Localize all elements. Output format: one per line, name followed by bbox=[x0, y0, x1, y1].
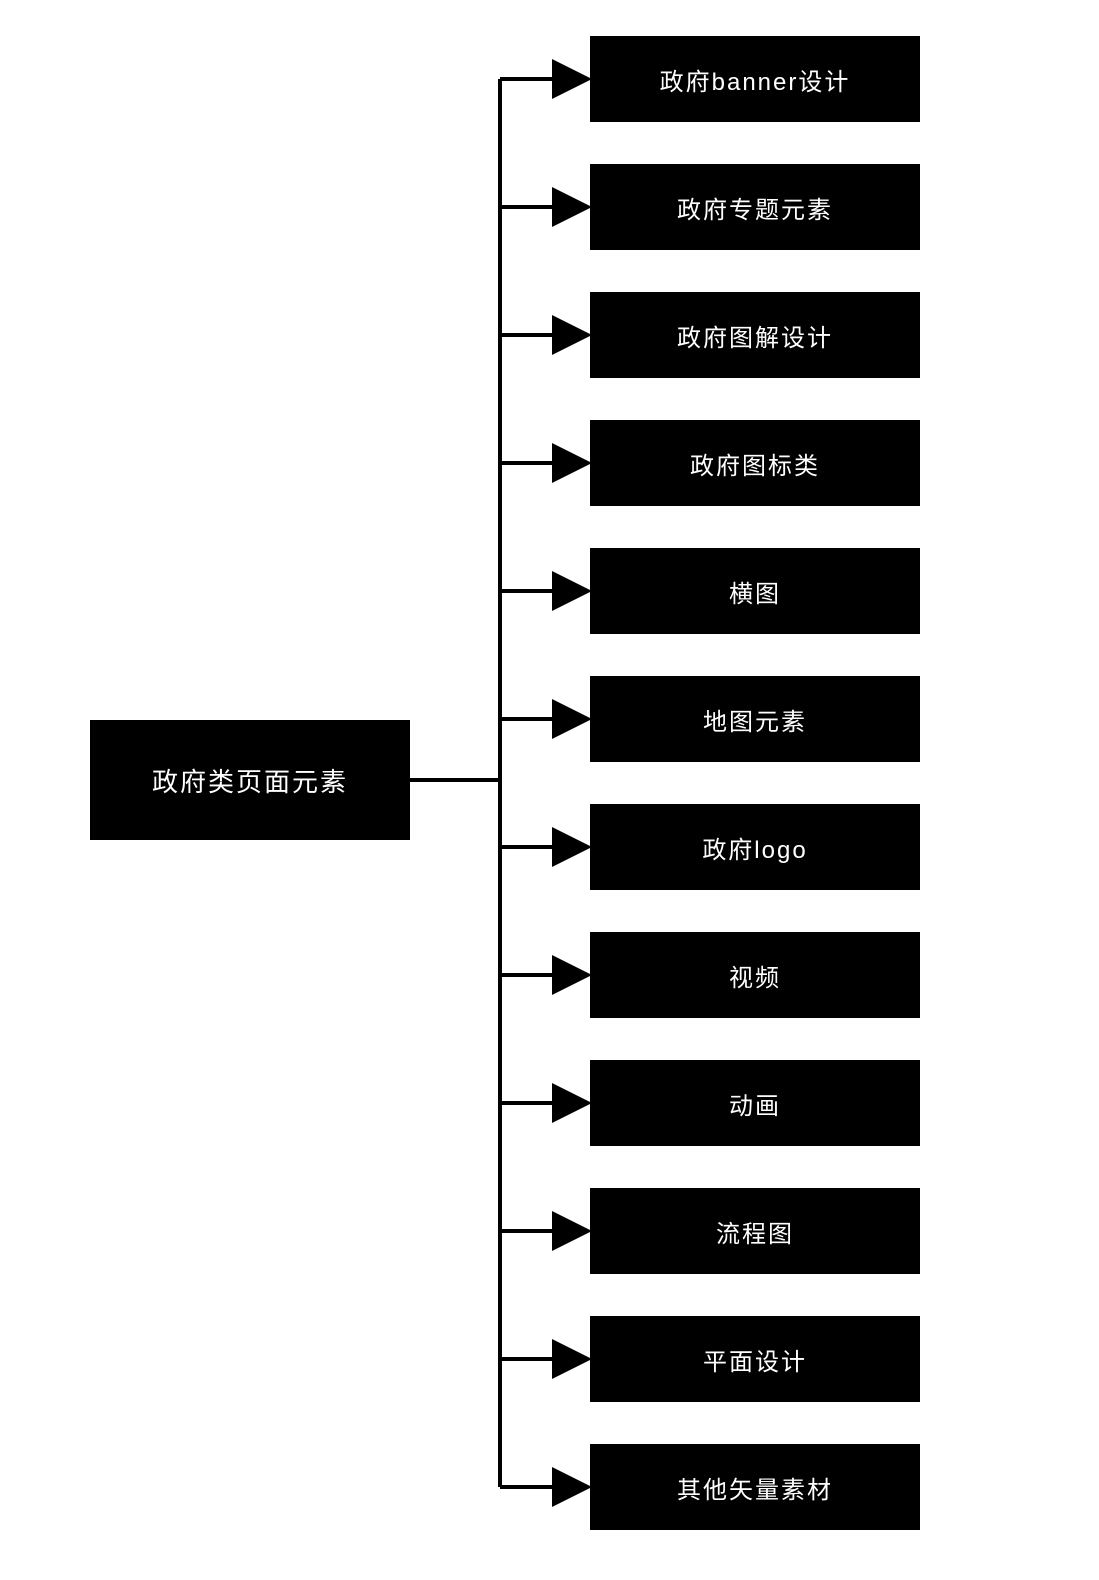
child-node: 政府logo bbox=[590, 804, 920, 890]
child-label: 动画 bbox=[729, 1086, 781, 1121]
child-node: 政府专题元素 bbox=[590, 164, 920, 250]
child-node: 其他矢量素材 bbox=[590, 1444, 920, 1530]
child-node: 政府图解设计 bbox=[590, 292, 920, 378]
child-label: 地图元素 bbox=[703, 702, 807, 737]
child-label: 流程图 bbox=[716, 1214, 794, 1249]
child-label: 政府图解设计 bbox=[677, 318, 833, 353]
child-node: 视频 bbox=[590, 932, 920, 1018]
child-label: 政府logo bbox=[702, 830, 807, 865]
child-label: 平面设计 bbox=[703, 1342, 807, 1377]
child-node: 地图元素 bbox=[590, 676, 920, 762]
child-node: 流程图 bbox=[590, 1188, 920, 1274]
child-node: 动画 bbox=[590, 1060, 920, 1146]
child-label: 政府专题元素 bbox=[677, 190, 833, 225]
root-node: 政府类页面元素 bbox=[90, 720, 410, 840]
child-label: 政府图标类 bbox=[690, 446, 820, 481]
child-node: 平面设计 bbox=[590, 1316, 920, 1402]
child-label: 政府banner设计 bbox=[660, 62, 851, 97]
child-label: 视频 bbox=[729, 958, 781, 993]
child-node: 政府banner设计 bbox=[590, 36, 920, 122]
child-node: 横图 bbox=[590, 548, 920, 634]
root-label: 政府类页面元素 bbox=[152, 762, 348, 799]
child-node: 政府图标类 bbox=[590, 420, 920, 506]
child-label: 其他矢量素材 bbox=[677, 1470, 833, 1505]
child-label: 横图 bbox=[729, 574, 781, 609]
